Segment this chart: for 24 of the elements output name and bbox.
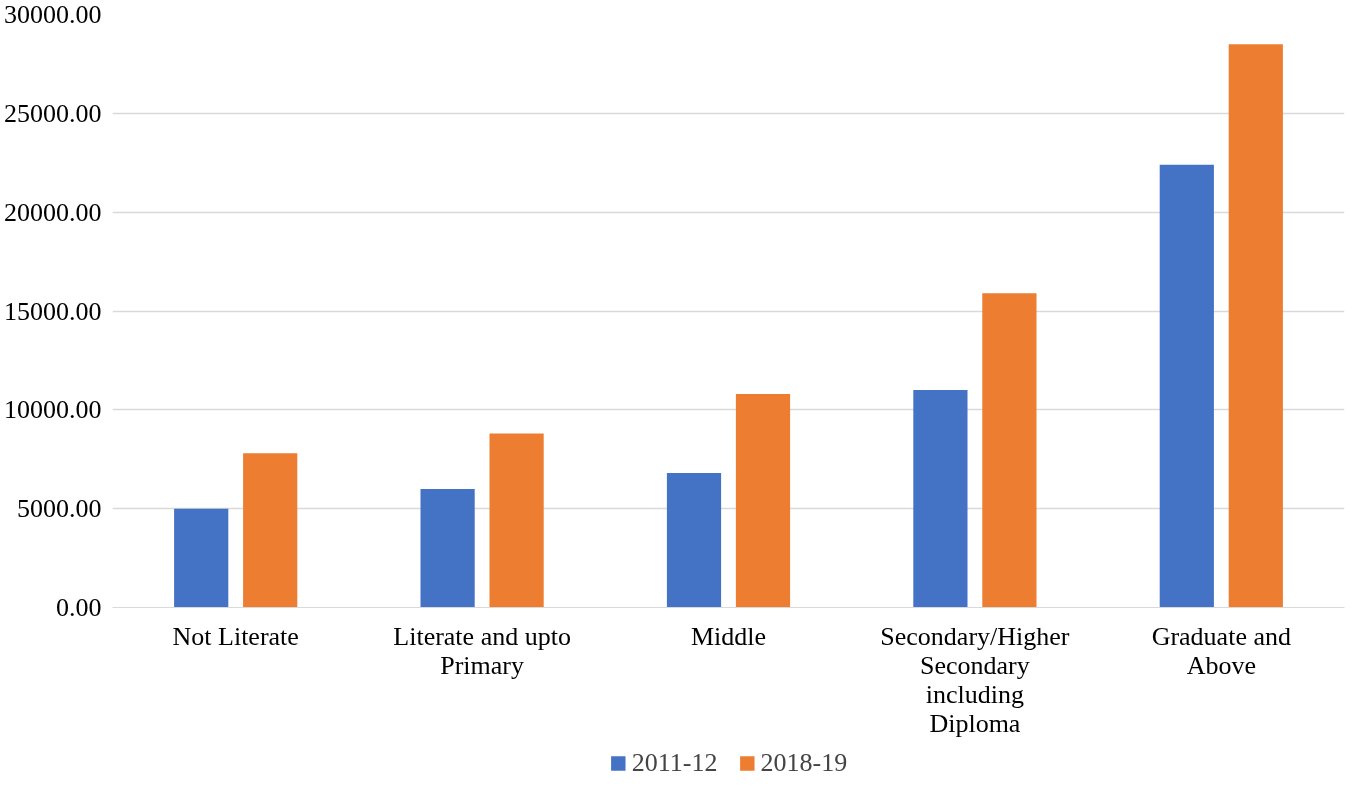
bar <box>420 488 475 608</box>
y-tick-label: 30000.00 <box>4 0 102 29</box>
y-tick-label: 5000.00 <box>17 494 102 524</box>
x-tick-label: Not Literate <box>172 621 299 651</box>
y-tick-label: 0.00 <box>56 593 102 622</box>
y-tick-label: 20000.00 <box>4 197 102 227</box>
bar <box>1159 164 1214 608</box>
bar <box>243 453 298 608</box>
bar <box>1228 44 1283 608</box>
y-tick-label: 10000.00 <box>4 395 102 425</box>
bar <box>982 293 1037 608</box>
x-tick-label: Middle <box>690 621 767 651</box>
legend-label: 2011-12 <box>631 747 718 778</box>
bar <box>174 508 229 608</box>
bar <box>489 433 544 608</box>
x-tick-label: Graduate and Above <box>1151 621 1291 680</box>
bar <box>913 390 968 608</box>
legend-label: 2018-19 <box>760 747 848 778</box>
y-tick-label: 25000.00 <box>4 98 102 128</box>
bar <box>666 473 722 608</box>
y-tick-label: 15000.00 <box>4 296 102 326</box>
x-tick-label: Secondary/Higher Secondary including Diploma <box>880 621 1070 738</box>
x-tick-label: Literate and upto Primary <box>393 621 571 680</box>
bar <box>735 394 791 608</box>
